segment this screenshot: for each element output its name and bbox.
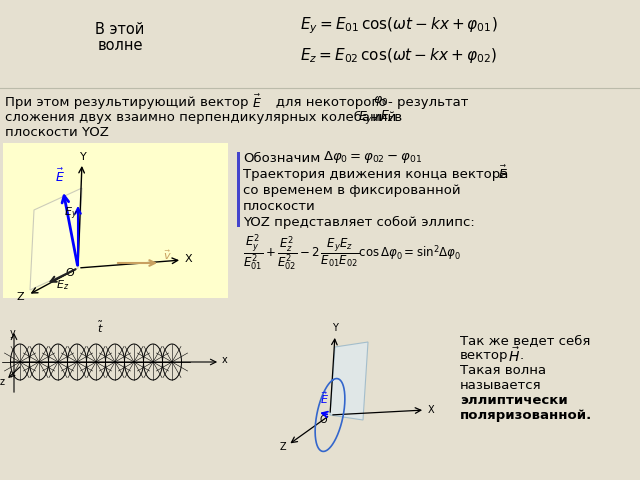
Text: $\vec{E}$: $\vec{E}$ <box>55 168 65 185</box>
Text: и: и <box>368 111 381 124</box>
Text: В этой: В этой <box>95 22 145 37</box>
Text: волне: волне <box>97 38 143 53</box>
Text: При этом результирующий вектор: При этом результирующий вектор <box>5 96 248 109</box>
Text: .: . <box>520 349 524 362</box>
Text: поляризованной.: поляризованной. <box>460 409 592 422</box>
Text: Так же ведет себя: Так же ведет себя <box>460 334 590 347</box>
Text: $E_z$: $E_z$ <box>380 109 395 124</box>
Text: для некоторого: для некоторого <box>263 96 387 109</box>
Text: X: X <box>185 254 193 264</box>
Polygon shape <box>30 188 82 290</box>
Text: YOZ представляет собой эллипс:: YOZ представляет собой эллипс: <box>243 216 475 229</box>
Text: сложения двух взаимно перпендикулярных колебаний: сложения двух взаимно перпендикулярных к… <box>5 111 396 124</box>
Text: вектор: вектор <box>460 349 509 362</box>
Text: плоскости: плоскости <box>243 200 316 213</box>
Text: Траектория движения конца вектора: Траектория движения конца вектора <box>243 168 508 181</box>
Text: $\vec{E}$: $\vec{E}$ <box>498 165 508 182</box>
Text: $E_z$: $E_z$ <box>56 278 69 292</box>
Text: $E_y$: $E_y$ <box>64 205 77 222</box>
Text: со временем в фиксированной: со временем в фиксированной <box>243 184 461 197</box>
Text: z: z <box>0 377 5 387</box>
Text: $\vec{v}$: $\vec{v}$ <box>163 248 172 262</box>
Text: $E_y = E_{01}\,\cos(\omega t - kx + \varphi_{01})$: $E_y = E_{01}\,\cos(\omega t - kx + \var… <box>300 15 497 36</box>
Text: $\vec{H}$: $\vec{H}$ <box>508 346 520 365</box>
Text: $\Delta\varphi_0 = \varphi_{02} - \varphi_{01}$: $\Delta\varphi_0 = \varphi_{02} - \varph… <box>323 149 422 165</box>
Text: - результат: - результат <box>388 96 468 109</box>
Text: плоскости YOZ: плоскости YOZ <box>5 126 109 139</box>
Text: $\vec{E}$: $\vec{E}$ <box>320 390 330 406</box>
Text: $E_z = E_{02}\,\cos(\omega t - kx + \varphi_{02})$: $E_z = E_{02}\,\cos(\omega t - kx + \var… <box>300 46 497 65</box>
Bar <box>237 152 239 227</box>
Text: $\vec{E}$: $\vec{E}$ <box>252 94 262 111</box>
Text: Z: Z <box>280 442 286 452</box>
Text: Y: Y <box>79 152 86 162</box>
Text: эллиптически: эллиптически <box>460 394 568 407</box>
Text: y: y <box>10 328 16 338</box>
Text: $\tilde{t}$: $\tilde{t}$ <box>97 320 104 335</box>
Text: $\dfrac{E_y^2}{E_{01}^2} + \dfrac{E_z^2}{E_{02}^2} - 2\,\dfrac{E_y E_z}{E_{01}E_: $\dfrac{E_y^2}{E_{01}^2} + \dfrac{E_z^2}… <box>243 232 461 273</box>
Text: Такая волна: Такая волна <box>460 364 546 377</box>
Text: называется: называется <box>460 379 541 392</box>
Text: $E_y$: $E_y$ <box>358 109 373 126</box>
FancyBboxPatch shape <box>3 143 228 298</box>
Polygon shape <box>330 342 368 420</box>
Text: Y: Y <box>332 323 338 333</box>
Text: O: O <box>320 415 328 425</box>
Text: x: x <box>222 355 228 365</box>
Text: O: O <box>65 268 74 278</box>
Text: Z: Z <box>16 292 24 302</box>
Text: X: X <box>428 405 435 415</box>
Text: в: в <box>390 111 402 124</box>
Text: Обозначим: Обозначим <box>243 152 321 165</box>
Text: $\varphi_0$: $\varphi_0$ <box>373 94 388 108</box>
